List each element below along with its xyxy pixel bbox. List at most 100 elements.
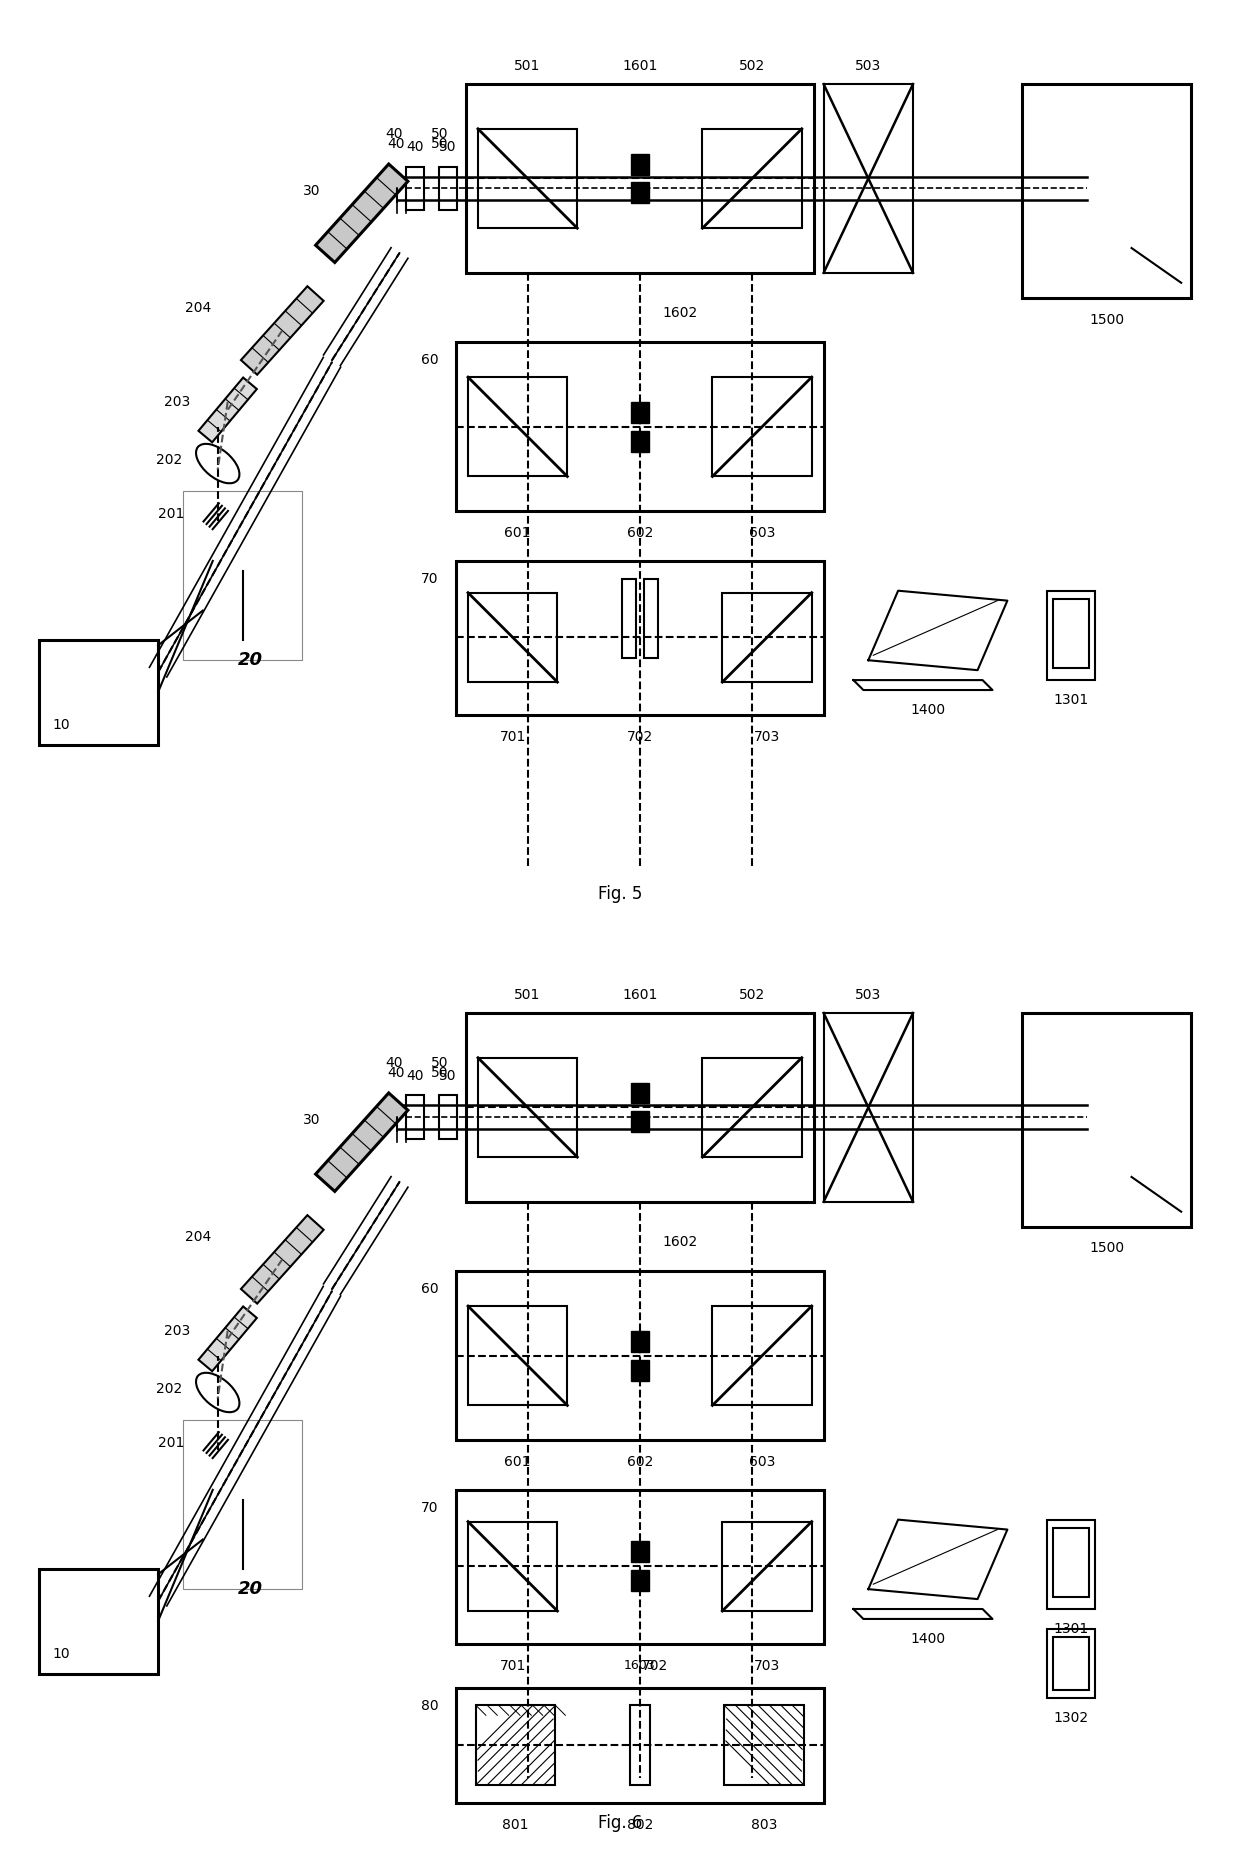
Text: 1601: 1601 xyxy=(622,60,657,73)
Polygon shape xyxy=(631,1570,649,1592)
Bar xyxy=(184,492,303,661)
Text: 204: 204 xyxy=(185,300,211,315)
Text: 703: 703 xyxy=(754,1659,780,1672)
Text: 202: 202 xyxy=(156,452,182,467)
Bar xyxy=(38,1570,159,1674)
Text: 1500: 1500 xyxy=(1089,313,1125,326)
Polygon shape xyxy=(316,1093,408,1192)
Text: 20: 20 xyxy=(238,1581,263,1598)
Bar xyxy=(723,592,812,681)
Bar xyxy=(476,1706,556,1786)
Text: 20: 20 xyxy=(238,652,263,668)
Text: 802: 802 xyxy=(626,1817,653,1832)
Text: 50: 50 xyxy=(430,1065,448,1080)
Text: 40: 40 xyxy=(386,1056,403,1069)
Bar xyxy=(630,1706,650,1786)
Text: 501: 501 xyxy=(515,60,541,73)
Text: 503: 503 xyxy=(856,989,882,1002)
Polygon shape xyxy=(631,402,649,423)
Text: 602: 602 xyxy=(626,1454,653,1469)
Text: 1400: 1400 xyxy=(910,1631,945,1646)
Text: 50: 50 xyxy=(430,136,448,151)
Polygon shape xyxy=(631,155,649,175)
Text: 10: 10 xyxy=(52,1646,69,1661)
Bar xyxy=(456,343,823,512)
Text: Fig. 6: Fig. 6 xyxy=(598,1814,642,1832)
Text: 40: 40 xyxy=(386,127,403,142)
Bar xyxy=(1047,1629,1095,1698)
Text: 603: 603 xyxy=(749,527,775,540)
Text: 503: 503 xyxy=(856,60,882,73)
Bar xyxy=(407,1095,424,1140)
Bar xyxy=(466,1013,813,1201)
Bar xyxy=(439,1095,458,1140)
Text: 1301: 1301 xyxy=(1053,693,1089,708)
Text: 70: 70 xyxy=(420,572,438,587)
Bar xyxy=(622,579,636,659)
Bar xyxy=(184,1421,303,1588)
Polygon shape xyxy=(853,1609,992,1618)
Text: 601: 601 xyxy=(505,527,531,540)
Polygon shape xyxy=(853,680,992,691)
Text: 30: 30 xyxy=(304,184,321,199)
Polygon shape xyxy=(631,1331,649,1352)
Text: 502: 502 xyxy=(739,989,765,1002)
Text: 70: 70 xyxy=(420,1501,438,1514)
Polygon shape xyxy=(631,1112,649,1132)
Text: 203: 203 xyxy=(164,395,190,410)
Text: 501: 501 xyxy=(515,989,541,1002)
Bar xyxy=(456,1689,823,1802)
Text: 803: 803 xyxy=(751,1817,777,1832)
Text: 40: 40 xyxy=(388,1065,405,1080)
Text: 502: 502 xyxy=(739,60,765,73)
Bar xyxy=(644,579,657,659)
Text: 60: 60 xyxy=(420,354,438,367)
Bar xyxy=(1022,84,1192,298)
Text: 203: 203 xyxy=(164,1324,190,1339)
Bar xyxy=(456,1490,823,1644)
Text: 80: 80 xyxy=(420,1700,438,1713)
Text: 701: 701 xyxy=(500,730,526,743)
Text: 40: 40 xyxy=(407,1069,424,1082)
Bar xyxy=(477,1058,578,1156)
Bar xyxy=(823,84,913,274)
Bar xyxy=(439,166,458,210)
Bar xyxy=(456,560,823,715)
Bar xyxy=(466,84,813,274)
Text: 603: 603 xyxy=(749,1454,775,1469)
Bar xyxy=(1053,600,1089,668)
Text: 1602: 1602 xyxy=(662,305,697,320)
Bar xyxy=(467,1305,568,1406)
Text: 703: 703 xyxy=(754,730,780,743)
Text: 1602: 1602 xyxy=(662,1235,697,1249)
Bar xyxy=(1047,1519,1095,1609)
Ellipse shape xyxy=(196,1372,239,1411)
Text: 1603: 1603 xyxy=(624,1659,656,1672)
Text: 1601: 1601 xyxy=(622,989,657,1002)
Text: 60: 60 xyxy=(420,1283,438,1296)
Polygon shape xyxy=(868,1519,1007,1599)
Text: 1301: 1301 xyxy=(1053,1622,1089,1637)
Text: 202: 202 xyxy=(156,1382,182,1395)
Text: 1302: 1302 xyxy=(1054,1711,1089,1726)
Text: 201: 201 xyxy=(157,506,185,521)
Bar xyxy=(477,128,578,229)
Bar xyxy=(467,592,558,681)
Bar xyxy=(1047,590,1095,680)
Polygon shape xyxy=(868,590,1007,670)
Polygon shape xyxy=(241,1216,324,1303)
Bar xyxy=(702,1058,802,1156)
Text: 201: 201 xyxy=(157,1436,185,1450)
Text: 601: 601 xyxy=(505,1454,531,1469)
Polygon shape xyxy=(316,164,408,263)
Text: 10: 10 xyxy=(52,717,69,732)
Polygon shape xyxy=(198,378,257,443)
Text: 50: 50 xyxy=(430,1056,448,1069)
Text: 40: 40 xyxy=(407,140,424,155)
Bar xyxy=(1053,1637,1089,1691)
Bar xyxy=(724,1706,804,1786)
Bar xyxy=(823,1013,913,1201)
Text: 50: 50 xyxy=(430,127,448,142)
Text: 602: 602 xyxy=(626,527,653,540)
Text: 1400: 1400 xyxy=(910,702,945,717)
